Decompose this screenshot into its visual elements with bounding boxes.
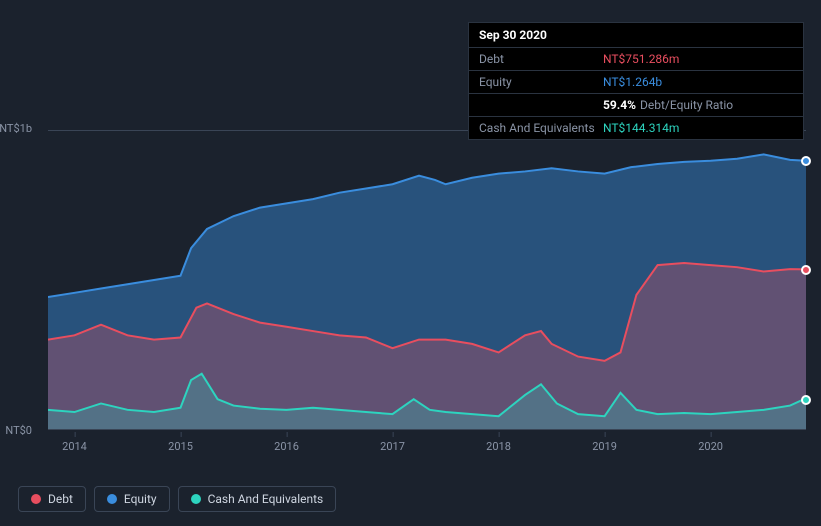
x-tick: 2015 bbox=[168, 440, 193, 453]
tooltip-ratio-label: Debt/Equity Ratio bbox=[640, 98, 733, 112]
legend-dot bbox=[191, 494, 201, 504]
tooltip-row: Cash And EquivalentsNT$144.314m bbox=[469, 117, 803, 139]
tooltip-row: 59.4% Debt/Equity Ratio bbox=[469, 94, 803, 117]
chart-plot-area[interactable] bbox=[48, 130, 806, 430]
legend: Debt Equity Cash And Equivalents bbox=[18, 486, 336, 512]
legend-label: Equity bbox=[124, 492, 157, 506]
tooltip-label bbox=[479, 98, 603, 112]
tooltip-label: Cash And Equivalents bbox=[479, 121, 603, 135]
tooltip-row: DebtNT$751.286m bbox=[469, 48, 803, 71]
legend-item-debt[interactable]: Debt bbox=[18, 486, 86, 512]
x-tick: 2020 bbox=[698, 440, 723, 453]
x-tick: 2018 bbox=[486, 440, 511, 453]
legend-item-equity[interactable]: Equity bbox=[94, 486, 170, 512]
legend-label: Cash And Equivalents bbox=[208, 492, 324, 506]
x-axis: 2014 2015 2016 2017 2018 2019 2020 bbox=[48, 436, 806, 460]
y-axis-label-top: NT$1b bbox=[0, 122, 32, 135]
x-tick: 2014 bbox=[62, 440, 87, 453]
tooltip-date: Sep 30 2020 bbox=[469, 23, 803, 48]
end-dot-equity bbox=[801, 156, 811, 166]
tooltip-label: Equity bbox=[479, 75, 603, 89]
legend-dot bbox=[107, 494, 117, 504]
legend-item-cash-and-equivalents[interactable]: Cash And Equivalents bbox=[178, 486, 337, 512]
legend-dot bbox=[31, 494, 41, 504]
tooltip-ratio-pct: 59.4% bbox=[603, 98, 636, 112]
tooltip-row: EquityNT$1.264b bbox=[469, 71, 803, 94]
end-dot-cash-and-equivalents bbox=[801, 395, 811, 405]
data-tooltip: Sep 30 2020 DebtNT$751.286mEquityNT$1.26… bbox=[468, 22, 804, 140]
chart-container: NT$1b NT$0 2014201520162017201820192020 bbox=[18, 120, 806, 480]
tooltip-label: Debt bbox=[479, 52, 603, 66]
tooltip-value: NT$144.314m bbox=[603, 121, 679, 135]
y-axis-label-bottom: NT$0 bbox=[5, 424, 32, 437]
tooltip-value: NT$1.264b bbox=[603, 75, 662, 89]
end-dot-debt bbox=[801, 265, 811, 275]
tooltip-ratio: 59.4% Debt/Equity Ratio bbox=[603, 98, 733, 112]
legend-label: Debt bbox=[48, 492, 73, 506]
x-tick: 2016 bbox=[274, 440, 299, 453]
x-tick: 2019 bbox=[592, 440, 617, 453]
x-tick: 2017 bbox=[380, 440, 405, 453]
tooltip-value: NT$751.286m bbox=[603, 52, 679, 66]
